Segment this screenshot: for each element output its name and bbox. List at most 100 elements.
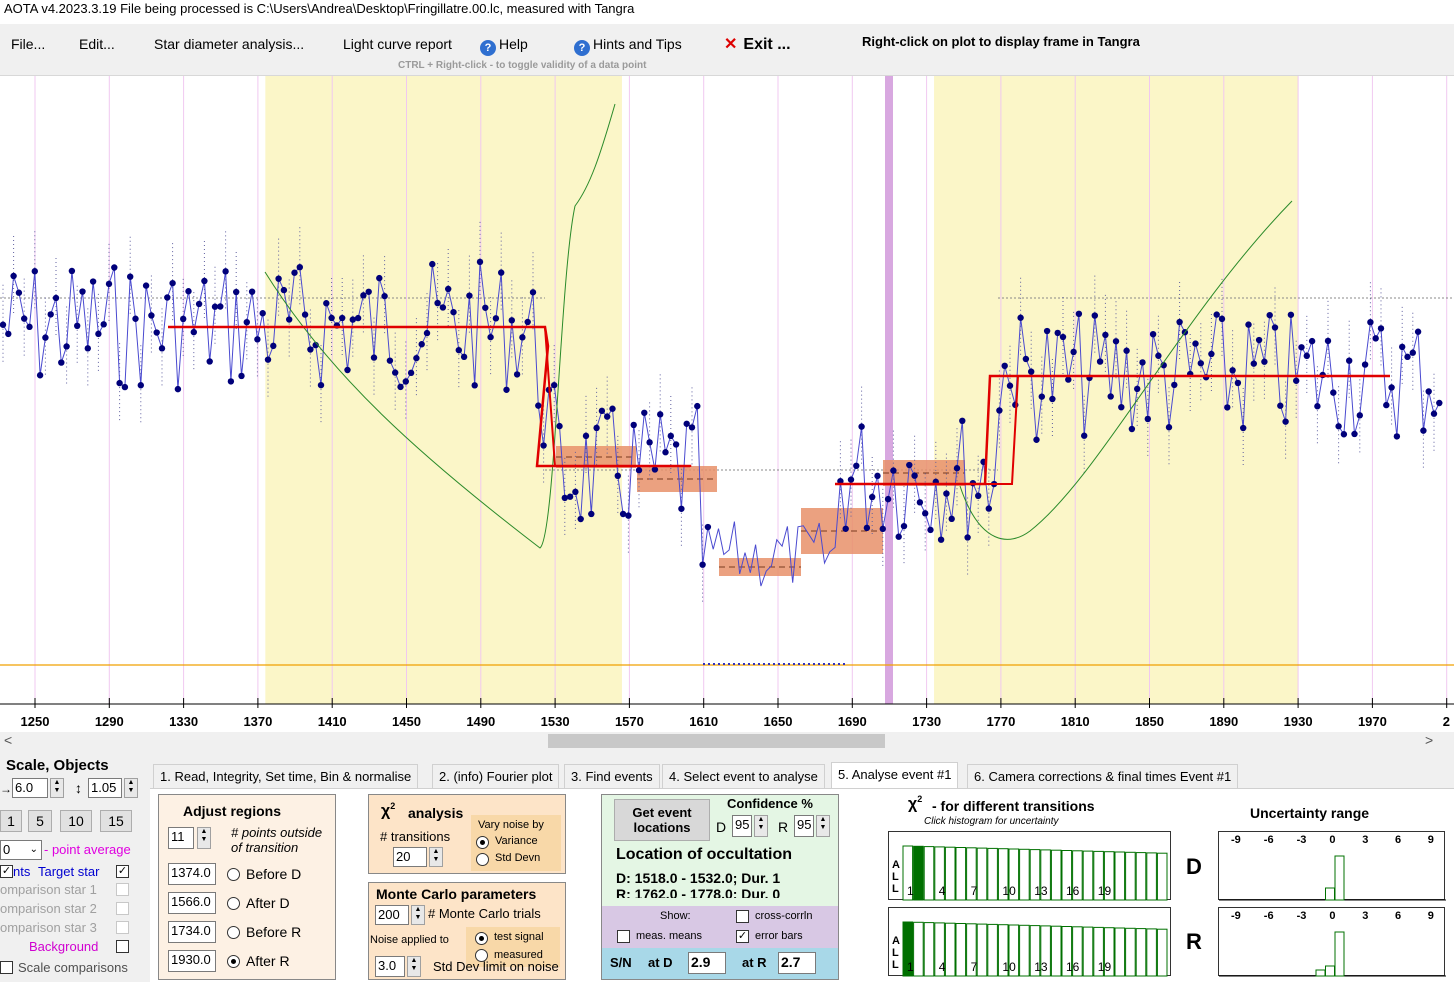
data-point: [1155, 352, 1162, 359]
after-r-input[interactable]: 1930.0: [168, 950, 216, 972]
after-r-radio[interactable]: [227, 955, 240, 968]
nts-checkbox[interactable]: ✓: [0, 865, 13, 878]
x-tick-label: 1650: [764, 714, 793, 729]
uncertainty-d-plot: -9 -6 -3 0 3 6 9: [1218, 831, 1446, 901]
scroll-left-arrow[interactable]: <: [4, 732, 13, 748]
points-outside-input[interactable]: 11: [168, 827, 194, 849]
before-d-radio[interactable]: [227, 868, 240, 881]
points-outside-spinner[interactable]: ▲ ▼: [197, 827, 211, 849]
std-dev-limit-input[interactable]: 3.0: [375, 956, 405, 977]
std-devn-radio[interactable]: [476, 853, 489, 866]
scroll-right-arrow[interactable]: >: [1425, 732, 1434, 748]
cross-corrln-checkbox[interactable]: [736, 910, 749, 923]
data-point: [630, 421, 637, 429]
before-r-input[interactable]: 1734.0: [168, 921, 216, 943]
transitions-input[interactable]: 20: [393, 847, 427, 867]
confidence-d-spinner[interactable]: ▲ ▼: [754, 815, 768, 837]
scale-10-button[interactable]: 10: [60, 810, 92, 832]
scale-1-button[interactable]: 1: [0, 810, 22, 832]
scale-15-button[interactable]: 15: [100, 810, 132, 832]
data-point: [31, 268, 38, 275]
menu-hints-tips[interactable]: ? Hints and Tips: [574, 36, 682, 56]
menu-exit[interactable]: ✕ Exit ...: [724, 34, 791, 54]
histogram-x-label: 13: [1034, 884, 1048, 898]
data-point: [476, 258, 484, 266]
background-checkbox[interactable]: [116, 940, 129, 953]
monte-carlo-trials-spinner[interactable]: ▲ ▼: [411, 905, 425, 925]
h-scale-spinner[interactable]: ▲ ▼: [50, 778, 64, 798]
scale-comparisons-checkbox[interactable]: [0, 961, 13, 974]
v-scale-input[interactable]: 1.05: [88, 778, 122, 798]
meas-means-checkbox[interactable]: [617, 930, 630, 943]
menu-star-diameter[interactable]: Star diameter analysis...: [154, 36, 305, 52]
data-point: [1314, 403, 1321, 410]
light-curve-plot[interactable]: 1250 1290 1330 1370 1410 1450 1490 1530 1570 1610…: [0, 76, 1454, 732]
h-scale-input[interactable]: 6.0: [12, 778, 48, 798]
data-point: [148, 312, 155, 319]
chevron-down-icon: ⌄: [29, 844, 38, 855]
fit-line-r-alt: [985, 375, 1019, 485]
confidence-r-spinner[interactable]: ▲ ▼: [816, 815, 830, 837]
comparison-1-checkbox[interactable]: [116, 883, 129, 896]
point-average-select[interactable]: 0 ⌄: [0, 840, 42, 860]
data-point: [1128, 425, 1136, 433]
v-scale-spinner[interactable]: ▲ ▼: [124, 778, 138, 798]
scroll-thumb[interactable]: [548, 734, 885, 748]
get-event-locations-button[interactable]: Get event locations: [614, 799, 710, 841]
std-dev-limit-label: Std Dev limit on noise: [433, 959, 559, 974]
chi2-transitions-title: - for different transitions: [932, 798, 1095, 814]
tab-camera-corrections[interactable]: 6. Camera corrections & final times Even…: [967, 764, 1239, 788]
menu-help[interactable]: ? Help: [480, 36, 528, 56]
comparison-3-checkbox[interactable]: [116, 921, 129, 934]
tab-select-event[interactable]: 4. Select event to analyse: [662, 764, 825, 788]
data-point: [1287, 311, 1295, 318]
comparison-3-label: omparison star 3: [0, 920, 97, 935]
data-point: [158, 345, 166, 352]
histogram-x-label: 4: [938, 960, 946, 974]
histogram-bar: [1019, 924, 1030, 977]
data-point: [1065, 376, 1072, 383]
chi2-curve-r: [959, 200, 1293, 540]
data-point: [487, 333, 494, 341]
data-point: [524, 318, 531, 326]
scale-5-button[interactable]: 5: [28, 810, 52, 832]
confidence-d-input[interactable]: 95: [732, 815, 752, 837]
target-star-checkbox[interactable]: ✓: [116, 865, 129, 878]
monte-carlo-trials-input[interactable]: 200: [375, 905, 409, 925]
tab-analyse-event[interactable]: 5. Analyse event #1: [831, 762, 959, 789]
tab-find-events[interactable]: 3. Find events: [564, 764, 660, 788]
histogram-bar: [1135, 928, 1147, 977]
before-d-input[interactable]: 1374.0: [168, 863, 216, 885]
confidence-d-label: D: [716, 819, 727, 835]
menu-light-curve-report[interactable]: Light curve report: [343, 36, 452, 52]
tab-read-integrity[interactable]: 1. Read, Integrity, Set time, Bin & norm…: [153, 764, 419, 788]
after-d-radio[interactable]: [227, 897, 240, 910]
histogram-bar: [1146, 852, 1157, 901]
data-point: [349, 316, 356, 323]
variance-radio[interactable]: [476, 836, 489, 849]
before-r-radio[interactable]: [227, 926, 240, 939]
data-point: [439, 304, 447, 311]
menu-edit[interactable]: Edit...: [79, 36, 115, 52]
confidence-r-input[interactable]: 95: [794, 815, 814, 837]
test-signal-radio[interactable]: [475, 932, 488, 945]
sn-group: S/N at D 2.9 at R 2.7: [602, 948, 838, 979]
data-point: [1054, 329, 1061, 337]
transitions-spinner[interactable]: ▲ ▼: [429, 847, 443, 867]
x-tick-label: 1490: [466, 714, 495, 729]
data-point: [370, 354, 378, 361]
std-dev-limit-spinner[interactable]: ▲ ▼: [407, 956, 421, 977]
after-d-input[interactable]: 1566.0: [168, 892, 216, 914]
data-point: [5, 330, 12, 338]
tab-fourier-plot[interactable]: 2. (info) Fourier plot: [432, 764, 560, 788]
error-bars-checkbox[interactable]: ✓: [736, 930, 749, 943]
comparison-2-checkbox[interactable]: [116, 902, 129, 915]
help-icon: ?: [480, 40, 496, 56]
measured-radio[interactable]: [475, 949, 488, 962]
x-tick-label: 1970: [1358, 714, 1387, 729]
menu-file[interactable]: File...: [11, 36, 46, 52]
plot-scrollbar[interactable]: < >: [0, 732, 1454, 750]
data-point: [180, 315, 187, 323]
